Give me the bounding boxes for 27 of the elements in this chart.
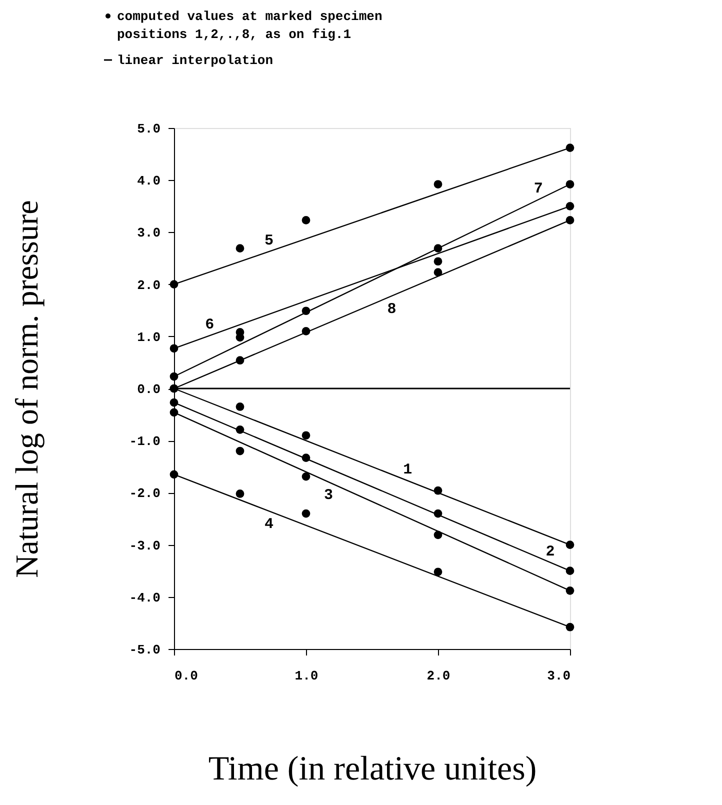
- y-tick-label: 5.0: [137, 122, 161, 136]
- y-tick-label: -5.0: [129, 642, 161, 658]
- y-tick-label: -2.0: [129, 486, 161, 502]
- x-tick-label: 3.0: [547, 668, 571, 684]
- legend-label: computed values at marked specimen positions 1,2,.,8, as on fig.1: [117, 9, 382, 42]
- x-axis-title: Time (in relative unites): [208, 750, 537, 788]
- series-label: 3: [324, 486, 333, 504]
- y-tick-label: 4.0: [137, 174, 161, 189]
- series-label: 8: [387, 300, 396, 318]
- series-label: 5: [264, 232, 274, 250]
- y-tick-label: 3.0: [137, 226, 161, 241]
- x-tick-label: 2.0: [426, 668, 450, 684]
- y-tick-label: 2.0: [137, 278, 161, 293]
- series-label: 6: [205, 316, 214, 334]
- x-tick-label: 0.0: [174, 668, 198, 684]
- y-tick-label: -1.0: [129, 434, 161, 450]
- series-label: 2: [546, 543, 555, 560]
- series-label: 1: [403, 462, 412, 479]
- series-label: 7: [534, 180, 543, 198]
- y-tick-label: 0.0: [137, 382, 161, 397]
- series-label: 4: [264, 516, 274, 534]
- text: linear interpolation: [117, 53, 274, 68]
- y-tick-label: -3.0: [129, 538, 161, 554]
- x-tick-label: 1.0: [294, 668, 318, 684]
- y-tick-label: 1.0: [137, 330, 161, 345]
- y-tick-label: -4.0: [129, 590, 161, 606]
- y-axis-title: Natural log of norm. pressure: [8, 200, 44, 578]
